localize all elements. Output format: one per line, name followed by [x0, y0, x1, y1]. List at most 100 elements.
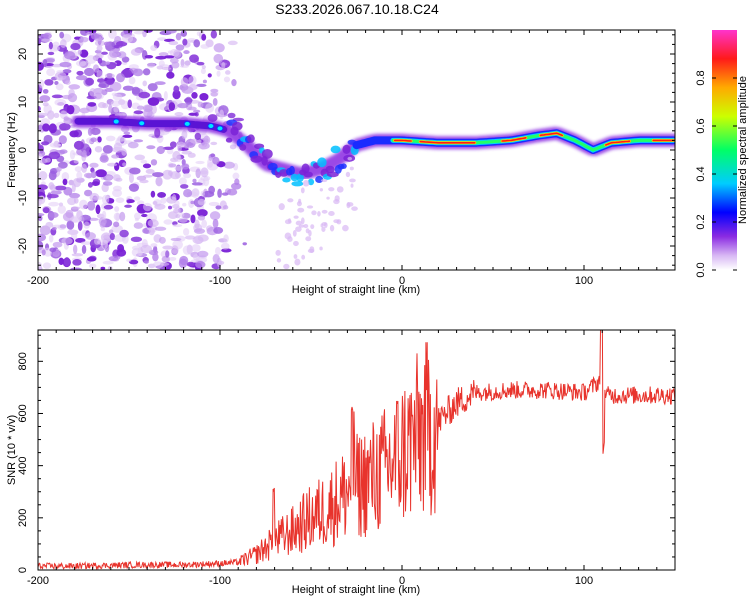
noise-blob — [128, 183, 140, 192]
bottom-x-tick-label: -200 — [27, 575, 49, 587]
noise-blob — [161, 255, 171, 263]
noise-blob — [200, 145, 206, 150]
noise-blob — [175, 32, 182, 41]
noise-blob — [109, 233, 116, 241]
noise-blob — [152, 261, 164, 269]
ridge-blob — [330, 145, 341, 154]
noise-blob — [48, 212, 59, 218]
ridge-hot-red — [539, 132, 563, 137]
noise-blob — [223, 234, 229, 243]
noise-blob — [102, 144, 113, 154]
noise-blob — [202, 79, 207, 84]
noise-blob — [70, 267, 83, 270]
noise-blob — [201, 64, 206, 70]
noise-blob — [184, 96, 193, 105]
ridge-tail-blob — [306, 205, 314, 209]
noise-blob — [111, 92, 118, 97]
noise-blob — [112, 189, 123, 198]
noise-blob — [183, 172, 192, 179]
noise-blob — [155, 55, 167, 60]
noise-blob — [42, 262, 52, 269]
noise-blob — [142, 68, 151, 76]
ridge-blob — [279, 169, 289, 177]
noise-blob — [147, 219, 159, 228]
noise-blob — [172, 89, 181, 100]
noise-blob — [87, 200, 96, 211]
noise-blob — [108, 229, 114, 234]
noise-blob — [194, 132, 202, 141]
noise-blob — [78, 36, 89, 43]
noise-blob — [231, 79, 237, 87]
top-y-ticks: -20 -10 0 10 20 — [17, 34, 675, 266]
noise-blob — [69, 149, 76, 160]
noise-blob — [234, 178, 240, 186]
ridge-tail-blob — [284, 232, 292, 240]
noise-blob — [178, 217, 188, 223]
noise-blob — [210, 30, 218, 39]
ridge-hot-red — [605, 140, 631, 146]
noise-blob — [154, 203, 166, 210]
noise-blob — [46, 68, 56, 77]
noise-blob — [189, 54, 199, 63]
noise-blob — [156, 146, 165, 155]
noise-blob — [191, 188, 200, 197]
noise-blob — [83, 172, 94, 179]
noise-blob — [87, 127, 93, 137]
noise-blob — [152, 253, 159, 262]
noise-blob — [72, 258, 82, 266]
noise-blob — [80, 241, 92, 246]
noise-blob — [120, 100, 130, 110]
noise-blob — [134, 154, 146, 161]
noise-blob — [223, 76, 231, 83]
noise-blob — [71, 216, 79, 223]
noise-blob — [184, 60, 191, 66]
ridge-blob — [225, 137, 233, 143]
noise-blob — [162, 245, 174, 250]
noise-blob — [152, 201, 158, 205]
noise-blob — [212, 156, 220, 165]
noise-blob — [173, 85, 180, 93]
noise-blob — [38, 37, 41, 46]
noise-blob — [207, 157, 214, 168]
noise-blob — [193, 228, 206, 234]
noise-blob — [200, 44, 210, 49]
noise-blob — [111, 224, 123, 233]
ridge-tail-blob — [293, 254, 298, 259]
noise-blob — [122, 162, 127, 167]
noise-blob — [158, 236, 166, 244]
noise-blob — [122, 85, 134, 91]
ridge-tail-blob — [283, 263, 290, 270]
noise-blob — [119, 211, 126, 222]
noise-blob — [195, 168, 201, 179]
ridge-tail-blob — [295, 226, 302, 232]
noise-blob — [115, 197, 125, 204]
noise-blob — [212, 218, 219, 229]
noise-blob — [163, 219, 173, 225]
noise-blob — [183, 189, 193, 198]
noise-blob — [88, 263, 97, 269]
noise-blob — [142, 163, 152, 169]
noise-blob — [126, 199, 135, 204]
noise-blob — [103, 204, 114, 210]
noise-blob — [55, 83, 64, 91]
noise-blob — [182, 202, 187, 207]
noise-blob — [242, 242, 247, 246]
noise-blob — [128, 173, 134, 184]
ridge-left-hotspot — [207, 123, 215, 129]
noise-blob — [115, 41, 128, 47]
noise-blob — [223, 161, 235, 169]
noise-blob — [59, 61, 72, 68]
noise-blob — [49, 168, 58, 174]
noise-blob — [38, 106, 41, 112]
noise-blob — [39, 225, 51, 236]
ridge-tail-blob — [320, 223, 324, 228]
bottom-y-axis-label: SNR (10 * v/v) — [6, 415, 18, 485]
noise-blob — [210, 88, 219, 93]
ridge-tail-blob — [310, 224, 315, 230]
noise-blob — [178, 258, 188, 269]
noise-blob — [167, 205, 173, 210]
noise-blob — [48, 182, 55, 190]
ridge-tail-blob — [328, 187, 335, 192]
noise-blob — [216, 70, 221, 77]
noise-blob — [66, 104, 75, 115]
